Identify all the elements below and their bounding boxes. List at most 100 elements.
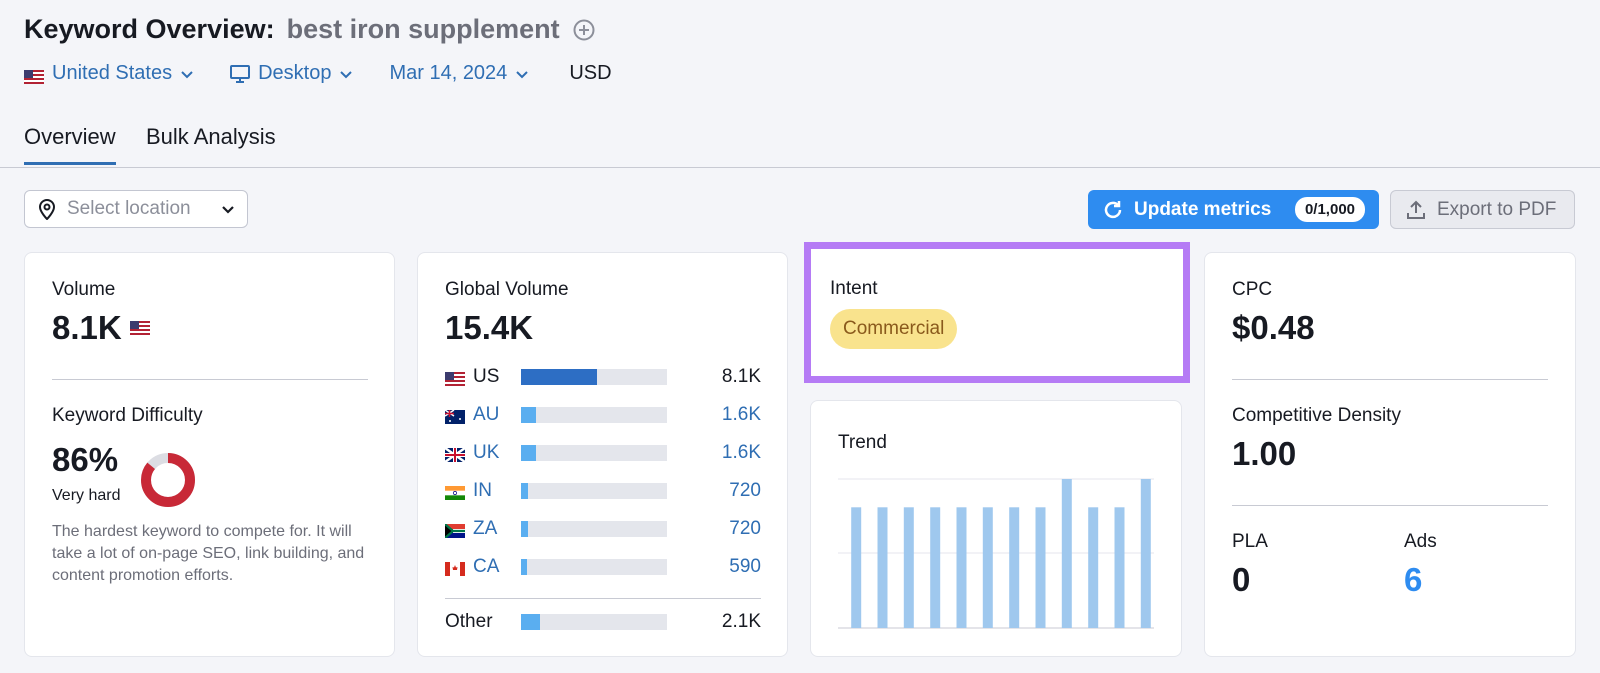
intent-badge[interactable]: Commercial	[830, 309, 958, 349]
country-row-ca[interactable]: CA 590	[445, 555, 761, 579]
other-value: 2.1K	[721, 611, 761, 632]
global-volume-label: Global Volume	[445, 279, 569, 300]
trend-bar	[1061, 479, 1072, 628]
global-volume-value: 15.4K	[445, 309, 534, 346]
ca-flag-icon	[445, 560, 465, 576]
country-code[interactable]: CA	[473, 556, 500, 577]
chevron-down-icon	[516, 70, 529, 78]
trend-label: Trend	[838, 432, 887, 453]
country-bar	[521, 407, 667, 423]
trend-bar	[851, 507, 862, 628]
export-pdf-label: Export to PDF	[1437, 198, 1557, 220]
chevron-down-icon	[340, 70, 353, 78]
device-dropdown[interactable]: Desktop	[230, 62, 353, 85]
export-pdf-button[interactable]: Export to PDF	[1390, 190, 1575, 229]
volume-label: Volume	[52, 279, 116, 300]
difficulty-donut	[141, 453, 195, 507]
refresh-icon	[1104, 200, 1122, 218]
trend-bar	[956, 507, 967, 628]
location-select[interactable]: Select location	[24, 190, 248, 228]
tabs-bar: Overview Bulk Analysis	[0, 124, 1600, 168]
country-value[interactable]: 720	[729, 518, 761, 539]
divider	[445, 598, 761, 599]
country-code[interactable]: ZA	[473, 518, 498, 539]
trend-bar	[877, 507, 888, 628]
country-value[interactable]: 1.6K	[721, 404, 761, 425]
chevron-down-icon	[181, 70, 193, 78]
trend-chart	[838, 478, 1154, 629]
country-value[interactable]: 720	[729, 480, 761, 501]
country-dropdown[interactable]: United States	[24, 62, 194, 85]
country-value[interactable]: 590	[729, 556, 761, 577]
add-keyword-icon[interactable]	[572, 18, 596, 42]
country-label: United States	[52, 62, 173, 84]
update-metrics-label: Update metrics	[1134, 198, 1272, 220]
in-flag-icon	[445, 484, 465, 500]
filters-bar: United States Desktop Mar 14, 2024 USD	[24, 62, 648, 85]
country-code: US	[473, 366, 500, 387]
country-code[interactable]: IN	[473, 480, 492, 501]
ads-label: Ads	[1404, 531, 1437, 552]
location-placeholder: Select location	[67, 198, 191, 219]
uk-flag-icon	[444, 446, 466, 464]
ads-value[interactable]: 6	[1404, 561, 1423, 598]
trend-bar	[1088, 507, 1099, 628]
trend-bar	[1009, 507, 1020, 628]
country-bar	[521, 369, 667, 385]
device-label: Desktop	[258, 62, 332, 84]
au-flag-icon	[444, 408, 465, 424]
country-bar-fill	[521, 407, 536, 423]
country-bar	[521, 445, 667, 461]
country-bar-fill	[521, 559, 527, 575]
country-row-other: Other 2.1K	[445, 610, 761, 634]
us-flag-icon	[445, 370, 465, 386]
pla-label: PLA	[1232, 531, 1268, 552]
country-bar-fill	[521, 369, 597, 385]
country-bar	[521, 559, 667, 575]
currency-label: USD	[569, 62, 612, 84]
divider	[52, 379, 368, 380]
divider	[1232, 379, 1548, 380]
trend-bar	[1140, 479, 1151, 628]
trend-bar	[1114, 507, 1125, 628]
za-flag-icon	[444, 522, 465, 539]
cpc-label: CPC	[1232, 279, 1273, 300]
upload-icon	[1407, 200, 1425, 219]
volume-value: 8.1K	[52, 309, 122, 346]
date-dropdown[interactable]: Mar 14, 2024	[389, 62, 529, 85]
country-bar	[521, 521, 667, 537]
country-code[interactable]: AU	[473, 404, 500, 425]
country-row-za[interactable]: ZA 720	[444, 517, 761, 541]
update-metrics-count: 0/1,000	[1294, 197, 1365, 222]
pla-value: 0	[1232, 561, 1251, 598]
page-title-row: Keyword Overview: best iron supplement	[24, 14, 596, 45]
cpc-card: CPC $0.48 Competitive Density 1.00 PLA 0…	[1204, 252, 1576, 657]
trend-card: Trend	[810, 400, 1182, 657]
global-volume-card: Global Volume 15.4K US 8.1K AU 1.6K UK 1.6K IN…	[417, 252, 788, 657]
country-code[interactable]: UK	[473, 442, 500, 463]
us-flag-icon	[24, 67, 44, 84]
difficulty-description: The hardest keyword to compete for. It w…	[52, 523, 365, 584]
country-value[interactable]: 1.6K	[721, 442, 761, 463]
other-bar-fill	[521, 614, 540, 630]
trend-bar	[1035, 507, 1046, 628]
country-row-in[interactable]: IN 720	[445, 479, 761, 503]
keyword-difficulty-value: 86%	[52, 441, 119, 478]
country-row-au[interactable]: AU 1.6K	[444, 403, 761, 427]
trend-bar	[903, 507, 914, 628]
update-metrics-button[interactable]: Update metrics 0/1,000	[1088, 190, 1379, 229]
other-bar	[521, 614, 667, 630]
tab-bulk-analysis[interactable]: Bulk Analysis	[146, 124, 276, 149]
divider	[1232, 505, 1548, 506]
other-label: Other	[445, 611, 493, 632]
tab-overview[interactable]: Overview	[24, 124, 116, 165]
date-label: Mar 14, 2024	[389, 62, 508, 84]
country-row-us: US 8.1K	[445, 365, 761, 389]
us-flag-icon	[129, 321, 150, 335]
competitive-density-value: 1.00	[1232, 435, 1297, 472]
country-bar	[521, 483, 667, 499]
intent-card: Intent Commercial	[804, 242, 1190, 383]
country-row-uk[interactable]: UK 1.6K	[444, 441, 761, 465]
competitive-density-label: Competitive Density	[1232, 405, 1401, 426]
location-pin-icon	[38, 199, 56, 220]
